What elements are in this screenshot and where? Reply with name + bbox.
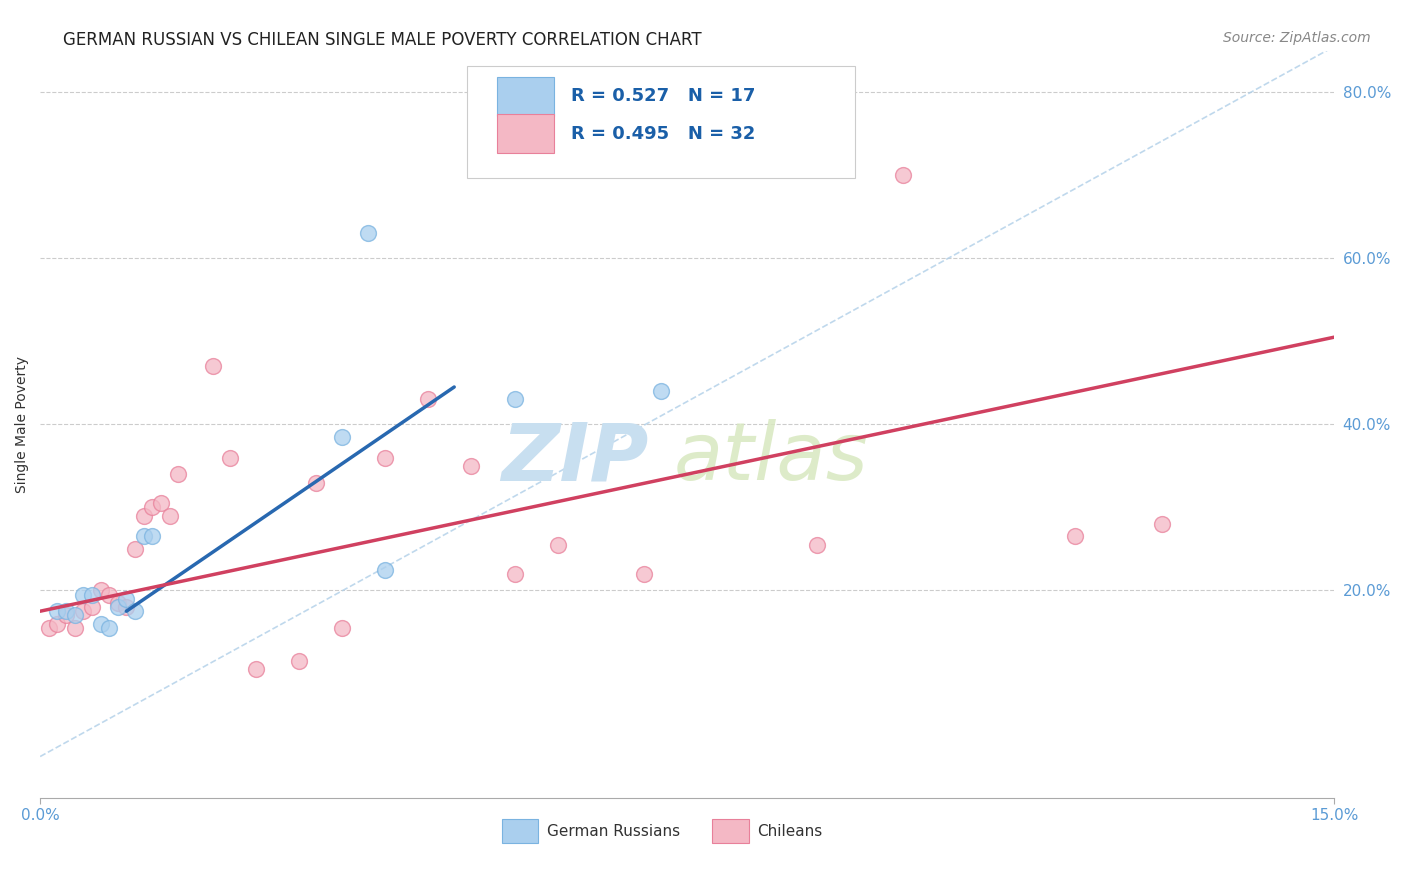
Y-axis label: Single Male Poverty: Single Male Poverty — [15, 356, 30, 493]
Point — [98, 588, 121, 602]
Point — [132, 508, 155, 523]
Point — [159, 508, 181, 523]
Point — [124, 541, 146, 556]
Point — [55, 604, 77, 618]
Point — [503, 392, 526, 407]
Text: atlas: atlas — [675, 419, 869, 497]
Point — [107, 596, 129, 610]
Point — [201, 359, 224, 374]
Point — [89, 616, 111, 631]
Point — [330, 430, 353, 444]
Point — [219, 450, 242, 465]
Point — [460, 458, 482, 473]
Point — [46, 604, 69, 618]
Point — [46, 616, 69, 631]
FancyBboxPatch shape — [496, 114, 554, 153]
Point — [633, 566, 655, 581]
Point — [374, 450, 396, 465]
Point — [55, 608, 77, 623]
Point — [115, 600, 138, 615]
FancyBboxPatch shape — [496, 77, 554, 116]
Point — [330, 621, 353, 635]
Text: GERMAN RUSSIAN VS CHILEAN SINGLE MALE POVERTY CORRELATION CHART: GERMAN RUSSIAN VS CHILEAN SINGLE MALE PO… — [63, 31, 702, 49]
Point — [115, 591, 138, 606]
Point — [418, 392, 440, 407]
Point — [1150, 516, 1173, 531]
Point — [650, 384, 672, 399]
Text: Source: ZipAtlas.com: Source: ZipAtlas.com — [1223, 31, 1371, 45]
Point — [245, 662, 267, 676]
Point — [1064, 529, 1087, 543]
Point — [374, 563, 396, 577]
Point — [357, 227, 380, 241]
Point — [149, 496, 172, 510]
Text: R = 0.495   N = 32: R = 0.495 N = 32 — [571, 125, 755, 143]
Point — [141, 500, 163, 515]
Point — [63, 621, 86, 635]
Point — [98, 621, 121, 635]
Point — [547, 538, 569, 552]
Point — [80, 588, 103, 602]
Point — [72, 588, 94, 602]
Point — [132, 529, 155, 543]
Point — [141, 529, 163, 543]
Point — [124, 604, 146, 618]
Point — [89, 583, 111, 598]
Text: Chileans: Chileans — [758, 823, 823, 838]
Point — [806, 538, 828, 552]
Point — [80, 600, 103, 615]
Point — [305, 475, 328, 490]
Point — [503, 566, 526, 581]
Point — [38, 621, 60, 635]
Text: R = 0.527   N = 17: R = 0.527 N = 17 — [571, 87, 755, 105]
Point — [107, 600, 129, 615]
FancyBboxPatch shape — [467, 66, 855, 178]
Point — [288, 654, 311, 668]
Point — [891, 168, 914, 182]
Point — [72, 604, 94, 618]
Text: ZIP: ZIP — [501, 419, 648, 497]
Point — [63, 608, 86, 623]
Text: German Russians: German Russians — [547, 823, 679, 838]
Point — [167, 467, 190, 482]
